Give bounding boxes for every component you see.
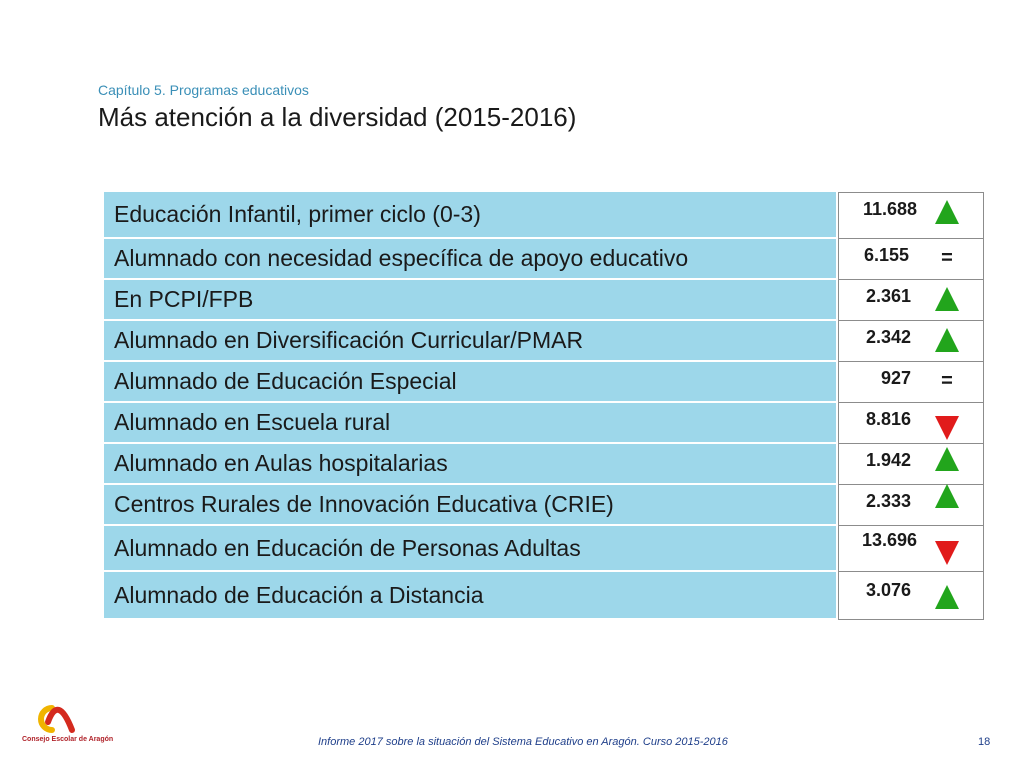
row-value: 2.361	[865, 286, 911, 306]
trend-down-icon	[935, 415, 959, 441]
row-value-cell: 1.942	[838, 444, 984, 485]
row-value: 927	[880, 368, 911, 388]
trend-equal-icon: =	[941, 246, 953, 269]
row-value-cell: 927 =	[838, 362, 984, 403]
row-label: Alumnado en Aulas hospitalarias	[104, 444, 836, 485]
row-label: Alumnado de Educación Especial	[104, 362, 836, 403]
row-value: 8.816	[865, 409, 911, 429]
trend-down-icon	[935, 540, 959, 566]
row-value: 1.942	[865, 450, 911, 470]
row-label: Centros Rurales de Innovación Educativa …	[104, 485, 836, 526]
slide-title: Más atención a la diversidad (2015-2016)	[98, 102, 577, 132]
trend-up-icon	[935, 584, 959, 610]
footer-report-text: Informe 2017 sobre la situación del Sist…	[318, 736, 728, 748]
logo-text: Consejo Escolar de Aragón	[22, 736, 114, 743]
row-label: En PCPI/FPB	[104, 280, 836, 321]
row-label: Alumnado con necesidad específica de apo…	[104, 239, 836, 280]
row-value: 6.155	[863, 245, 909, 265]
row-value-cell: 2.342	[838, 321, 984, 362]
table-row: Alumnado en Diversificación Curricular/P…	[104, 321, 984, 362]
page-number: 18	[978, 736, 991, 748]
row-value-cell: 2.333	[838, 483, 984, 526]
table-row: Educación Infantil, primer ciclo (0-3) 1…	[104, 192, 984, 239]
table-row: Alumnado con necesidad específica de apo…	[104, 239, 984, 280]
row-value-cell: 3.076	[838, 572, 984, 620]
row-value-cell: 8.816	[838, 403, 984, 444]
row-value-cell: 6.155 =	[838, 239, 984, 280]
trend-up-icon	[935, 483, 959, 509]
row-value-cell: 11.688	[838, 192, 984, 239]
trend-up-icon	[935, 199, 959, 225]
row-label: Alumnado en Diversificación Curricular/P…	[104, 321, 836, 362]
row-label: Alumnado de Educación a Distancia	[104, 572, 836, 620]
table-row: Alumnado en Educación de Personas Adulta…	[104, 526, 984, 572]
row-value: 11.688	[862, 199, 917, 219]
table-row: Centros Rurales de Innovación Educativa …	[104, 483, 984, 526]
row-value: 2.333	[865, 491, 911, 511]
consejo-escolar-logo	[38, 705, 75, 733]
trend-equal-icon: =	[941, 369, 953, 392]
table-row: Alumnado de Educación Especial 927 =	[104, 362, 984, 403]
trend-up-icon	[935, 327, 959, 353]
table-row: En PCPI/FPB 2.361	[104, 280, 984, 321]
trend-up-icon	[935, 286, 959, 312]
row-value-cell: 13.696	[838, 526, 984, 572]
chapter-label: Capítulo 5. Programas educativos	[98, 82, 309, 98]
row-label: Educación Infantil, primer ciclo (0-3)	[104, 192, 836, 239]
trend-up-icon	[935, 446, 959, 472]
row-value: 2.342	[865, 327, 911, 347]
row-label: Alumnado en Escuela rural	[104, 403, 836, 444]
row-label: Alumnado en Educación de Personas Adulta…	[104, 526, 836, 572]
table-row: Alumnado en Aulas hospitalarias 1.942	[104, 444, 984, 485]
table-row: Alumnado de Educación a Distancia 3.076	[104, 572, 984, 620]
row-value-cell: 2.361	[838, 280, 984, 321]
row-value: 13.696	[861, 530, 917, 550]
table-row: Alumnado en Escuela rural 8.816	[104, 403, 984, 444]
row-value: 3.076	[865, 580, 911, 600]
